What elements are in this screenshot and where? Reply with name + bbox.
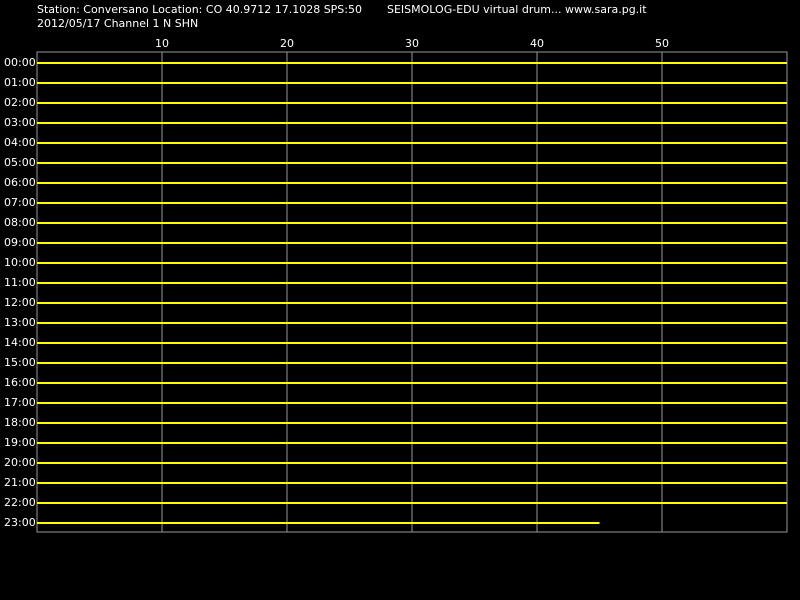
row-label: 05:00 [4,156,36,169]
row-label: 15:00 [4,356,36,369]
row-label: 16:00 [4,376,36,389]
station-info: Station: Conversano Location: CO 40.9712… [37,3,362,16]
row-label: 18:00 [4,416,36,429]
row-label: 13:00 [4,316,36,329]
row-label: 21:00 [4,476,36,489]
x-tick-label: 40 [530,37,544,50]
row-label: 00:00 [4,56,36,69]
x-tick-label: 30 [405,37,419,50]
row-label: 09:00 [4,236,36,249]
date-channel: 2012/05/17 Channel 1 N SHN [37,17,198,30]
row-label: 10:00 [4,256,36,269]
row-label: 02:00 [4,96,36,109]
x-tick-label: 50 [655,37,669,50]
row-label: 22:00 [4,496,36,509]
row-label: 03:00 [4,116,36,129]
row-label: 11:00 [4,276,36,289]
row-label: 20:00 [4,456,36,469]
row-label: 12:00 [4,296,36,309]
row-label: 06:00 [4,176,36,189]
x-tick-label: 20 [280,37,294,50]
row-label: 14:00 [4,336,36,349]
row-label: 17:00 [4,396,36,409]
row-label: 01:00 [4,76,36,89]
row-label: 08:00 [4,216,36,229]
source-info: SEISMOLOG-EDU virtual drum... www.sara.p… [387,3,647,16]
row-label: 04:00 [4,136,36,149]
x-tick-label: 10 [155,37,169,50]
row-label: 19:00 [4,436,36,449]
row-label: 07:00 [4,196,36,209]
row-label: 23:00 [4,516,36,529]
